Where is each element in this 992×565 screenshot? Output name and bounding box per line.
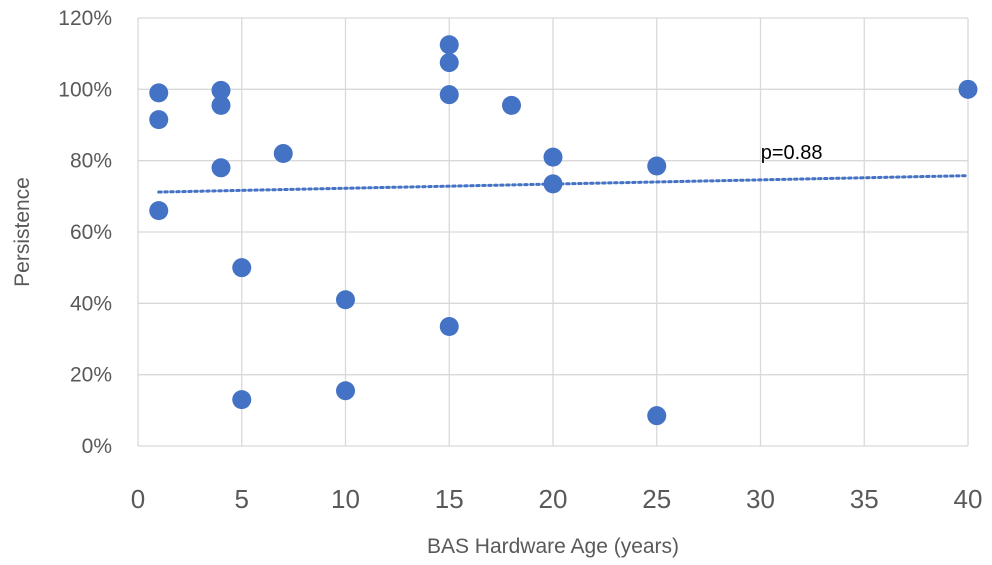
- x-axis-title: BAS Hardware Age (years): [427, 535, 679, 558]
- p-value-annotation: p=0.88: [761, 142, 823, 164]
- annotations: p=0.88: [761, 142, 823, 164]
- data-point: [502, 95, 521, 115]
- gridlines: [137, 17, 969, 447]
- y-tick-label: 40%: [70, 292, 112, 315]
- data-point: [647, 156, 667, 176]
- data-point: [232, 258, 252, 278]
- y-axis-title: Persistence: [11, 177, 34, 287]
- data-point: [211, 80, 231, 100]
- data-point: [647, 406, 667, 426]
- data-points: [149, 35, 978, 426]
- data-point: [211, 158, 231, 178]
- y-tick-label: 20%: [70, 364, 112, 387]
- x-tick-label: 35: [850, 484, 879, 514]
- x-tick-label: 40: [954, 484, 983, 514]
- x-tick-label: 15: [435, 484, 464, 514]
- trendline-group: [157, 174, 970, 194]
- data-point: [336, 290, 355, 310]
- data-point: [149, 201, 169, 221]
- x-tick-label: 0: [131, 484, 145, 514]
- x-tick-label: 5: [235, 484, 249, 514]
- data-point: [336, 381, 355, 401]
- data-point: [149, 83, 169, 103]
- x-tick-labels: 0 5 10 15 20 25 30 35 40: [131, 484, 983, 514]
- x-tick-label: 20: [539, 484, 568, 514]
- y-tick-label: 60%: [70, 221, 112, 244]
- trendline: [157, 174, 970, 194]
- data-point: [211, 95, 231, 115]
- y-tick-label: 0%: [82, 435, 112, 458]
- data-point: [273, 144, 293, 164]
- y-tick-label: 80%: [70, 150, 112, 173]
- data-point: [232, 390, 252, 410]
- data-point: [439, 53, 459, 73]
- data-point: [543, 147, 563, 167]
- data-point: [439, 317, 459, 337]
- x-tick-label: 25: [642, 484, 671, 514]
- x-tick-label: 10: [331, 484, 360, 514]
- x-tick-label: 30: [746, 484, 775, 514]
- y-tick-labels: 0% 20% 40% 60% 80% 100% 120%: [58, 7, 112, 458]
- y-tick-label: 100%: [58, 78, 112, 101]
- data-point: [543, 174, 563, 194]
- data-point: [439, 35, 459, 55]
- data-point: [958, 79, 978, 99]
- data-point: [149, 110, 169, 130]
- data-point: [439, 85, 459, 105]
- y-tick-label: 120%: [58, 7, 112, 30]
